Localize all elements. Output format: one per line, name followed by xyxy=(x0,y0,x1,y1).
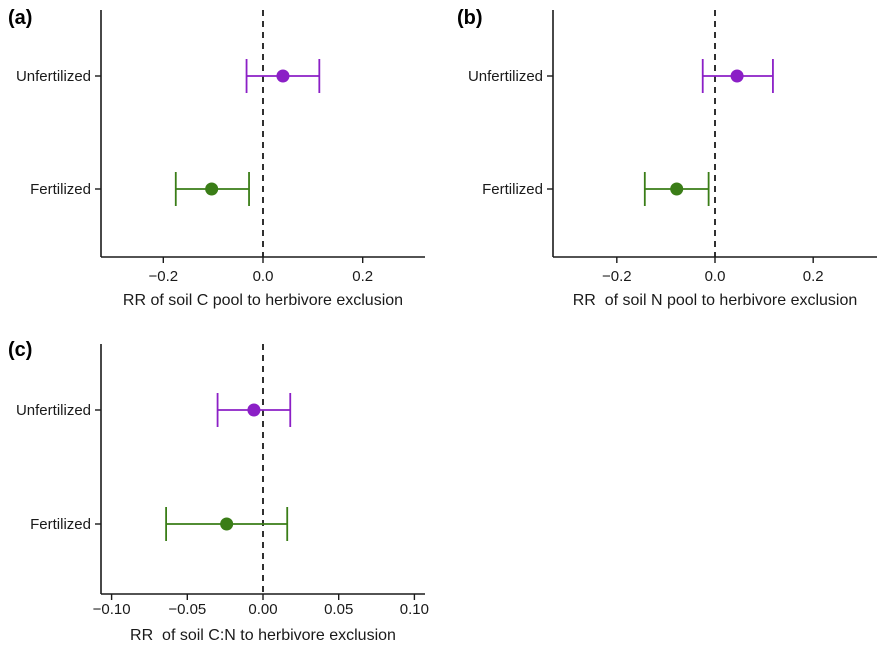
panel-label: (c) xyxy=(8,339,32,361)
category-label: Fertilized xyxy=(30,181,91,198)
x-axis-title: RR of soil N pool to herbivore exclusion xyxy=(573,292,858,309)
category-label: Fertilized xyxy=(30,516,91,533)
x-axis-title: RR of soil C pool to herbivore exclusion xyxy=(123,292,403,309)
x-tick-label: 0.2 xyxy=(352,268,373,285)
x-axis-title: RR of soil C:N to herbivore exclusion xyxy=(130,627,396,644)
x-tick-label: 0.05 xyxy=(324,601,353,618)
x-tick-label: 0.0 xyxy=(253,268,274,285)
point-estimate xyxy=(247,403,261,417)
point-estimate xyxy=(670,182,684,196)
category-label: Fertilized xyxy=(482,181,543,198)
x-tick-label: 0.00 xyxy=(248,601,277,618)
x-tick-label: −0.05 xyxy=(168,601,206,618)
x-tick-label: 0.0 xyxy=(705,268,726,285)
point-estimate xyxy=(730,69,744,83)
panel-label: (b) xyxy=(457,7,483,29)
panel-a: (a) −0.2 0.0 0.2 Unfertilized Fertilized RR of… xyxy=(8,7,425,309)
category-label: Unfertilized xyxy=(16,402,91,419)
x-tick-label: −0.2 xyxy=(602,268,632,285)
point-estimate xyxy=(220,517,234,531)
x-tick-label: 0.10 xyxy=(400,601,429,618)
panel-b: (b) −0.2 0.0 0.2 Unfertilized Fertilized RR of… xyxy=(457,7,877,309)
point-estimate xyxy=(276,69,290,83)
x-tick-label: −0.2 xyxy=(148,268,178,285)
x-tick-label: 0.2 xyxy=(803,268,824,285)
panel-label: (a) xyxy=(8,7,32,29)
x-tick-label: −0.10 xyxy=(93,601,131,618)
panel-c: (c) −0.10 −0.05 0.00 0.05 0.10 Unfertilized Fer… xyxy=(8,339,429,644)
point-estimate xyxy=(205,182,219,196)
category-label: Unfertilized xyxy=(468,68,543,85)
category-label: Unfertilized xyxy=(16,68,91,85)
